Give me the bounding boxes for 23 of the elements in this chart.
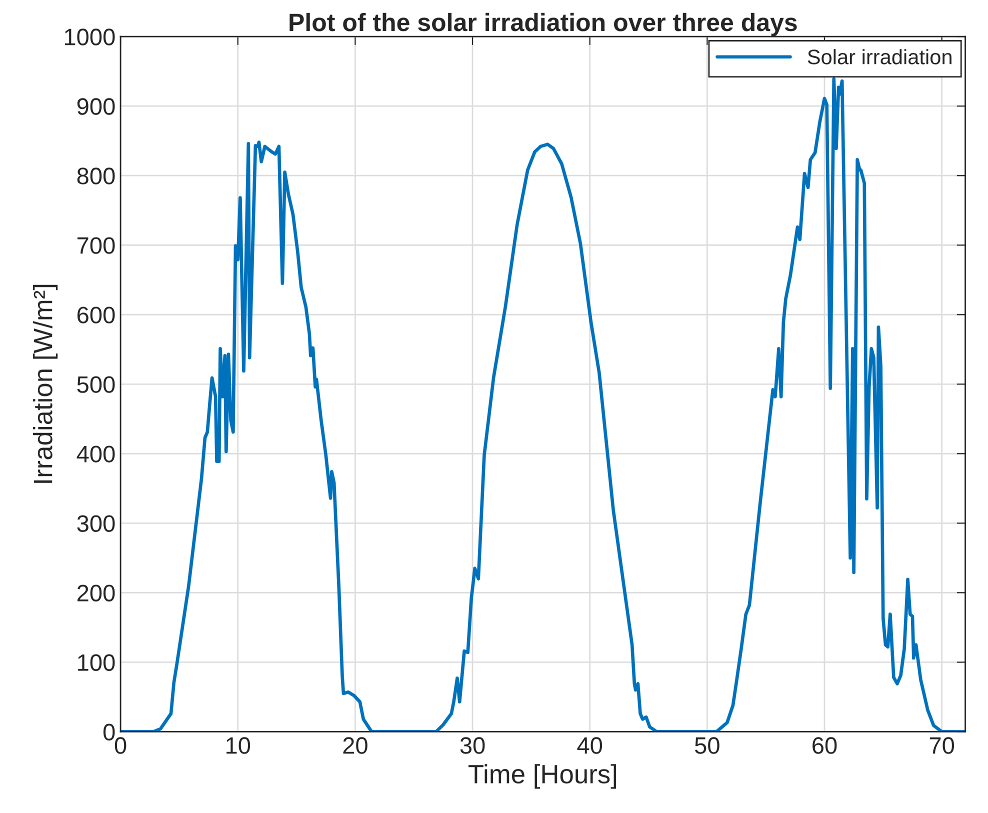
y-tick-label: 300 [77, 515, 115, 532]
y-tick-label: 0 [103, 724, 115, 740]
y-tick-label: 200 [77, 584, 115, 602]
x-tick-label: 30 [460, 737, 485, 754]
x-tick-label: 50 [694, 737, 720, 754]
chart-title: Plot of the solar irradiation over three days [290, 12, 797, 36]
y-axis-title: Irradiation [W/m²] [33, 284, 58, 483]
y-tick-label: 100 [78, 654, 115, 671]
legend-label: Solar irradiation [808, 49, 952, 64]
x-tick-label: 40 [577, 737, 602, 754]
x-axis-title: Time [Hours] [468, 764, 616, 789]
y-tick-label: 400 [76, 446, 115, 462]
x-tick-label: 0 [114, 737, 126, 754]
x-tick-label: 60 [812, 737, 837, 754]
y-tick-label: 800 [77, 168, 115, 184]
y-tick-label: 500 [77, 376, 115, 393]
y-tick-label: 600 [77, 306, 115, 324]
y-tick-label: 900 [77, 98, 115, 115]
x-tick-label: 20 [343, 737, 368, 754]
y-tick-label: 1000 [64, 28, 115, 46]
y-tick-label: 700 [77, 237, 115, 254]
x-tick-label: 70 [930, 737, 954, 754]
x-tick-label: 10 [226, 737, 250, 754]
